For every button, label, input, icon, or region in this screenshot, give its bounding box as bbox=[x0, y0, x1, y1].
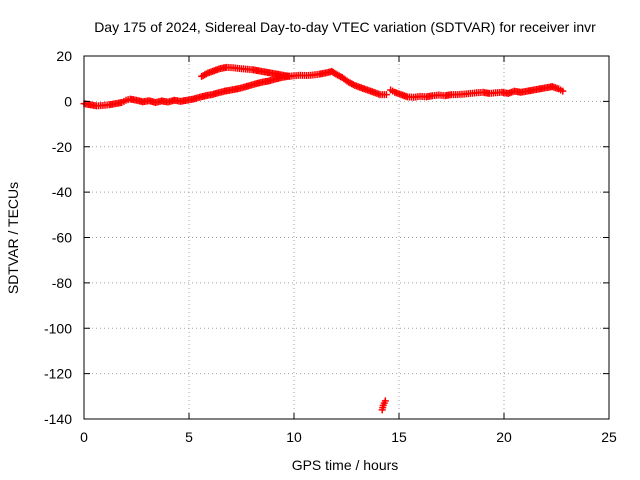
x-tick-label: 20 bbox=[496, 429, 512, 445]
x-tick-label: 15 bbox=[391, 429, 407, 445]
y-tick-label: -100 bbox=[44, 320, 72, 336]
series-late-track bbox=[387, 83, 567, 101]
data-point bbox=[382, 91, 390, 99]
data-point bbox=[559, 87, 567, 95]
x-tick-label: 10 bbox=[286, 429, 302, 445]
chart-title: Day 175 of 2024, Sidereal Day-to-day VTE… bbox=[94, 19, 596, 35]
y-tick-label: 0 bbox=[64, 93, 72, 109]
y-tick-label: -40 bbox=[52, 184, 72, 200]
series-elevated-arc bbox=[198, 63, 294, 80]
data-point bbox=[349, 81, 357, 89]
series-outlier bbox=[378, 397, 389, 414]
data-points bbox=[80, 63, 567, 414]
x-tick-label: 0 bbox=[80, 429, 88, 445]
series-baseline-track bbox=[80, 67, 390, 110]
data-point bbox=[381, 397, 389, 405]
y-axis-label: SDTVAR / TECUs bbox=[5, 182, 21, 294]
x-tick-label: 5 bbox=[185, 429, 193, 445]
y-tick-label: -80 bbox=[52, 275, 72, 291]
y-tick-label: -120 bbox=[44, 366, 72, 382]
y-tick-label: -20 bbox=[52, 139, 72, 155]
data-point bbox=[202, 70, 210, 78]
y-tick-label: 20 bbox=[56, 48, 72, 64]
y-tick-label: -60 bbox=[52, 230, 72, 246]
y-tick-label: -140 bbox=[44, 411, 72, 427]
grid-layer bbox=[84, 56, 609, 419]
axis-ticks: 20 0 -20 -40 -60 -80 -100 -120 -140 0 5 10 15 20 25 bbox=[44, 48, 617, 445]
plot-frame bbox=[83, 55, 610, 420]
data-point bbox=[286, 72, 294, 80]
x-tick-label: 25 bbox=[601, 429, 617, 445]
x-axis-label: GPS time / hours bbox=[292, 457, 399, 473]
